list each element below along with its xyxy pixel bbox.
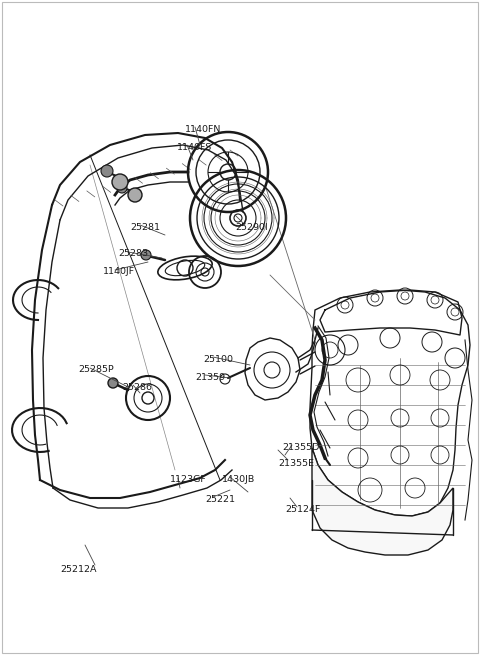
Text: 25285P: 25285P [78,365,114,375]
Text: 1140JF: 1140JF [103,267,135,276]
Circle shape [101,165,113,177]
Text: 25290I: 25290I [235,223,268,233]
Text: 21355E: 21355E [278,458,314,468]
Circle shape [117,183,127,193]
Text: 25212A: 25212A [60,565,96,574]
Text: 25221: 25221 [205,495,235,504]
Text: 25286: 25286 [122,383,152,392]
Circle shape [141,250,151,260]
Text: 1140FS: 1140FS [177,143,212,153]
Text: 1430JB: 1430JB [222,476,255,485]
Text: 25281: 25281 [130,223,160,233]
Text: 21355D: 21355D [282,443,319,453]
Text: 1123GF: 1123GF [170,476,207,485]
Polygon shape [312,448,453,555]
Text: 1140FN: 1140FN [185,126,221,134]
Text: 25124F: 25124F [285,506,320,514]
Circle shape [128,188,142,202]
Text: 25283: 25283 [118,250,148,259]
Text: 21359: 21359 [195,373,225,383]
Text: 25100: 25100 [203,356,233,364]
Circle shape [108,378,118,388]
Circle shape [112,174,128,190]
